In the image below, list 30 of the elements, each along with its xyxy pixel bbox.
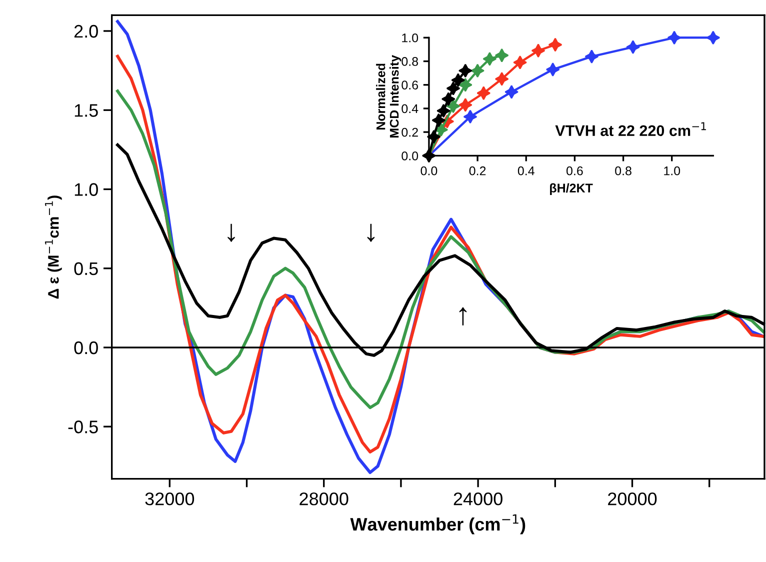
y-tick-label: -0.5 [68, 420, 98, 434]
y-tick-label: 1.5 [74, 104, 98, 117]
y-tick-label: 0.5 [74, 262, 98, 276]
x-axis-title: Wavenumber (cm$^{−1}$) [350, 514, 526, 534]
y-tick-label: 0.0 [402, 151, 418, 160]
x-tick-label: 0.8 [615, 166, 632, 176]
x-tick-label: 32000 [145, 492, 194, 506]
x-tick-label: 0.6 [566, 166, 583, 176]
y-tick-label: 1.0 [74, 183, 98, 196]
y-axis-title: Δ ε (M$^{−1}$cm$^{−1}$) [45, 196, 62, 299]
y-axis-title: Normalized MCD Intensity [376, 55, 402, 138]
y-tick-label: 0.2 [402, 128, 418, 137]
y-tick-label: 0.6 [402, 80, 418, 90]
y-tick-label: 1.0 [402, 33, 418, 42]
x-tick-label: 0.2 [469, 166, 486, 176]
x-tick-label: 24000 [454, 492, 502, 506]
y-tick-label: 2.0 [74, 24, 98, 38]
x-tick-label: 20000 [608, 492, 657, 506]
annotation: ↓ [367, 224, 375, 242]
annotation: VTVH at 22 220 cm$^{−1}$ [555, 122, 706, 136]
annotation: ↑ [459, 307, 467, 326]
annotation: ↓ [228, 224, 235, 242]
x-tick-label: 0.0 [420, 166, 438, 176]
y-tick-label: 0.4 [402, 104, 418, 114]
x-tick-label: 1.0 [664, 166, 680, 176]
x-axis-title: βH/2KT [550, 183, 593, 195]
x-tick-label: 28000 [300, 492, 348, 506]
y-tick-label: 0.8 [402, 57, 418, 66]
x-tick-label: 0.4 [518, 166, 534, 176]
y-tick-label: 0.0 [74, 341, 98, 354]
